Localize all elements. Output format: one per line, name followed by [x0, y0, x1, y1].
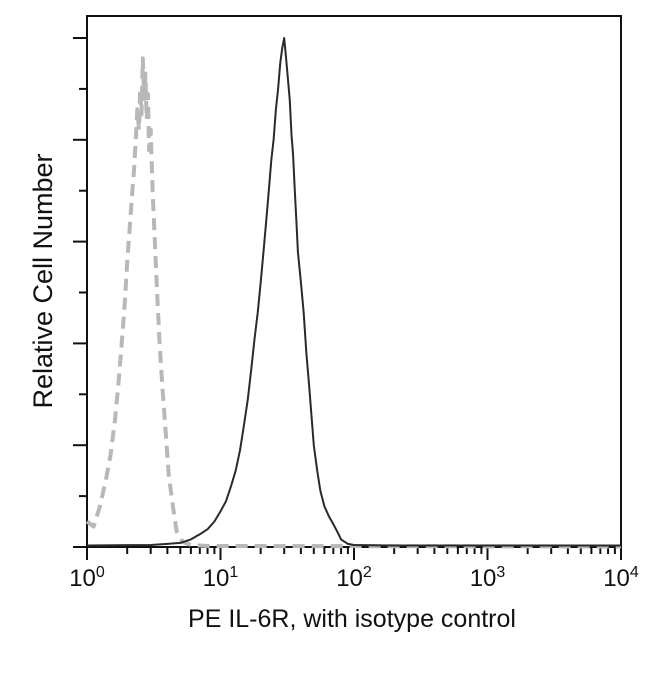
x-tick-labels: 100 101 102 103 104 [69, 564, 639, 592]
x-tick-label: 104 [603, 564, 639, 592]
x-tick-label: 100 [69, 564, 105, 592]
x-tick-label: 101 [203, 564, 239, 592]
x-tick-label: 103 [470, 564, 506, 592]
x-tick-label: 102 [336, 564, 372, 592]
series-line-2 [86, 37, 621, 547]
series-line-1 [85, 56, 622, 549]
x-axis-label: PE IL-6R, with isotype control [188, 605, 516, 633]
y-axis-ticks [73, 37, 87, 548]
series-layer [85, 37, 622, 549]
y-axis-label: Relative Cell Number [28, 153, 58, 408]
x-axis-ticks [86, 547, 622, 560]
